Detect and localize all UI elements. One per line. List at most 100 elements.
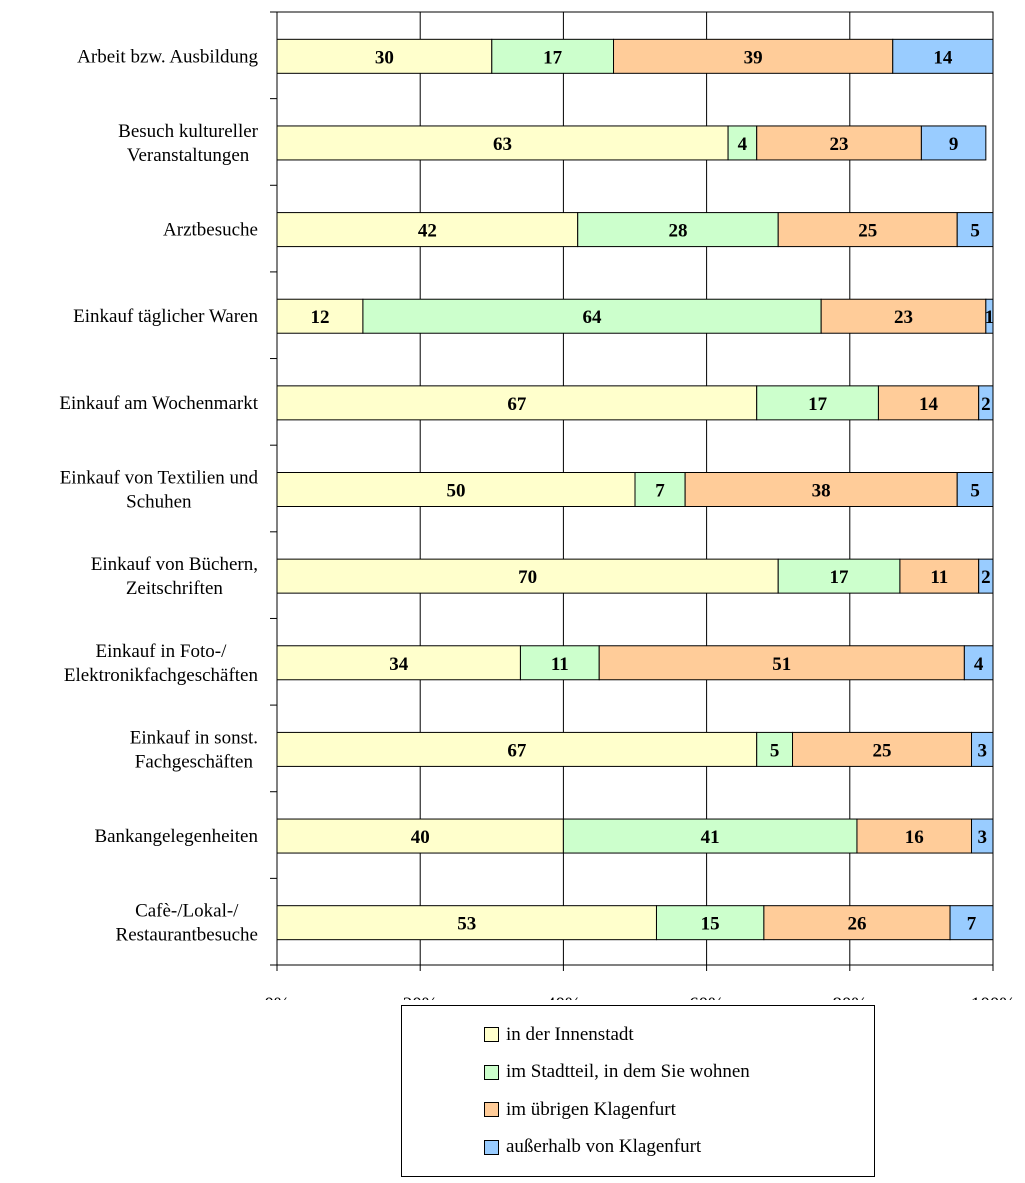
data-label: 23 [894, 307, 913, 328]
data-label: 51 [772, 654, 791, 675]
x-tick-label: 60% [689, 994, 724, 1000]
legend-item: im Stadtteil, in dem Sie wohnen [484, 1054, 874, 1092]
category-label-line: Schuhen [126, 492, 192, 513]
data-label: 25 [858, 221, 877, 242]
bar-segment [892, 38, 994, 74]
data-label: 11 [930, 567, 948, 588]
data-label: 7 [655, 481, 665, 502]
category-label-line: Arbeit bzw. Ausbildung [77, 46, 258, 67]
data-label: 30 [375, 47, 394, 68]
bar-segment [276, 38, 493, 74]
category-label-line: Fachgeschäften [135, 751, 254, 772]
legend-label: im Stadtteil, in dem Sie wohnen [506, 1061, 750, 1083]
category-label-line: Restaurantbesuche [116, 925, 258, 946]
bar-segment [684, 472, 958, 507]
category-label-line: Elektronikfachgeschäften [64, 665, 259, 686]
data-label: 67 [507, 394, 527, 415]
data-label: 70 [518, 567, 537, 588]
bar-segment [276, 731, 758, 767]
bar-segment [777, 558, 901, 594]
bar-segment [276, 125, 729, 161]
data-label: 5 [770, 740, 780, 761]
legend-swatch [484, 1027, 499, 1043]
data-label: 50 [447, 481, 466, 502]
bar-segment [655, 905, 765, 941]
x-tick-label: 100% [971, 994, 1016, 1000]
data-label: 67 [507, 740, 527, 761]
data-label: 64 [583, 307, 603, 328]
legend-label: im übrigen Klagenfurt [506, 1098, 676, 1120]
category-label-line: Einkauf in Foto-/ [95, 641, 227, 662]
data-label: 9 [949, 134, 959, 155]
legend-item: außerhalb von Klagenfurt [484, 1129, 874, 1167]
category-label-line: Einkauf in sonst. [130, 727, 258, 748]
bar-segment [562, 818, 858, 854]
x-tick-label: 20% [403, 994, 438, 1000]
bar-segment [956, 472, 994, 507]
legend-item: in der Innenstadt [484, 1016, 874, 1054]
bar-segment [276, 645, 521, 681]
bar-segment [949, 905, 994, 941]
bar-segment [756, 125, 922, 161]
data-label: 4 [738, 134, 748, 155]
category-label-line: Zeitschriften [126, 578, 224, 599]
bar-segment [877, 385, 980, 421]
category-label: Bankangelegenheiten [94, 826, 258, 847]
data-label: 40 [411, 827, 430, 848]
bar-segment [985, 298, 994, 334]
category-label-line: Arztbesuche [163, 220, 258, 241]
bar-segment [276, 818, 564, 854]
data-label: 2 [981, 394, 991, 415]
category-label-line: Einkauf von Büchern, [91, 554, 258, 575]
bar-segment [276, 905, 657, 941]
category-label: Cafè-/Lokal-/ Restaurantbesuche [116, 901, 258, 946]
data-label: 14 [919, 394, 939, 415]
bar-segment [598, 645, 965, 681]
legend-item: im übrigen Klagenfurt [484, 1091, 874, 1129]
x-tick-label: 40% [546, 994, 581, 1000]
legend-swatch [484, 1139, 499, 1155]
category-label: Einkauf von Textilien und Schuhen [60, 468, 259, 513]
data-label: 28 [668, 221, 687, 242]
category-label: Arbeit bzw. Ausbildung [77, 46, 258, 67]
bar-segment [362, 298, 822, 334]
legend-swatch [484, 1102, 499, 1118]
data-label: 17 [830, 567, 850, 588]
bar-segment [792, 731, 973, 767]
bar-segment [978, 385, 994, 421]
x-tick-label: 0% [264, 994, 290, 1000]
category-label: Arztbesuche [163, 220, 258, 241]
data-label: 4 [974, 654, 984, 675]
data-label: 34 [389, 654, 409, 675]
data-label: 3 [978, 740, 988, 761]
legend-label: außerhalb von Klagenfurt [506, 1136, 702, 1158]
data-label: 15 [701, 914, 720, 935]
data-label: 16 [905, 827, 924, 848]
category-label: Einkauf in Foto-/ Elektronikfachgeschäfte… [64, 641, 259, 686]
data-label: 7 [967, 914, 977, 935]
data-label: 2 [981, 567, 991, 588]
bar-segment [971, 731, 994, 767]
category-label-line: Einkauf am Wochenmarkt [59, 393, 258, 414]
data-label: 3 [978, 827, 988, 848]
bar-segment [963, 645, 994, 681]
bar-segment [613, 38, 894, 74]
bar-segment [756, 385, 879, 421]
data-label: 11 [551, 654, 569, 675]
data-label: 26 [847, 914, 866, 935]
data-label: 53 [457, 914, 476, 935]
legend-label: in der Innenstadt [506, 1023, 634, 1045]
legend: in der Innenstadt im Stadtteil, in dem Si… [401, 1005, 875, 1177]
bar-segment [763, 905, 951, 941]
bar-segment [971, 818, 994, 854]
category-label: Einkauf in sonst. Fachgeschäften [130, 727, 258, 772]
data-label: 25 [873, 740, 892, 761]
bar-segment [920, 125, 987, 161]
data-label: 23 [830, 134, 849, 155]
data-label: 5 [970, 221, 980, 242]
bar-segment [956, 212, 994, 248]
category-label-line: Einkauf täglicher Waren [73, 306, 258, 327]
category-label-line: Cafè-/Lokal-/ [135, 901, 239, 922]
bar-segment [577, 212, 779, 248]
